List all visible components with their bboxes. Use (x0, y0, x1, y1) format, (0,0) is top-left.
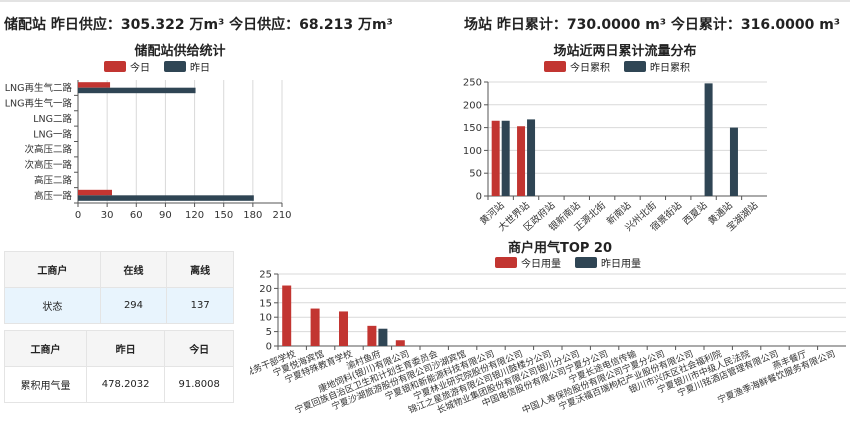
chart2-legend[interactable]: 今日累积 昨日累积 (544, 59, 690, 74)
y-tick-label: 0 (476, 192, 482, 203)
table-header: 离线 (166, 251, 234, 288)
y-tick-label: 200 (463, 100, 482, 111)
legend-swatch-yesterday-use (575, 257, 597, 268)
bar-yesterday (704, 83, 713, 196)
bar-yesterday (501, 120, 510, 196)
table-cell: 478.2032 (85, 366, 166, 403)
bar-today (517, 126, 526, 196)
legend-swatch-yesterday-cum (624, 61, 646, 72)
bar-today (310, 308, 320, 346)
bar-today (367, 325, 377, 346)
table-header: 昨日 (85, 330, 166, 367)
y-tick-label: 15 (259, 298, 272, 309)
y-tick-label: 150 (463, 123, 482, 134)
y-tick-label: LNG一路 (33, 128, 72, 140)
y-tick-label: 0 (266, 342, 272, 353)
chart2-title: 场站近两日累计流量分布 (553, 44, 697, 59)
supply-hbar-chart: 0 30 60 90 120 150 180 210 高压一路 高压二路 次高压一路 次高压二路 LNG… (5, 80, 292, 221)
legend-label-today: 今日 (130, 63, 150, 74)
bar-today (282, 285, 292, 346)
chart3-title: 商户用气TOP 20 (507, 241, 613, 256)
legend-swatch-yesterday (164, 61, 186, 72)
y-tick-label: 25 (259, 270, 272, 281)
legend-item-today-use[interactable]: 今日用量 (495, 255, 561, 270)
bar-yesterday (78, 195, 254, 201)
legend-item-yesterday-use[interactable]: 昨日用量 (575, 255, 641, 270)
bar-yesterday (527, 119, 536, 196)
table-header: 今日 (164, 330, 234, 367)
table-cell: 累积用气量 (4, 366, 87, 403)
y-tick-label: 高压二路 (34, 174, 73, 186)
legend-swatch-today-use (495, 257, 517, 268)
table-cell: 状态 (4, 287, 101, 324)
legend-item-today[interactable]: 今日 (104, 59, 150, 74)
x-tick-label: 30 (101, 210, 114, 221)
legend-label-yesterday: 昨日 (190, 63, 210, 74)
legend-item-yesterday[interactable]: 昨日 (164, 59, 210, 74)
x-tick-label: 90 (159, 210, 172, 221)
supply-summary-header: 储配站 昨日供应：305.322 万m³ 今日供应：68.213 万m³ (4, 17, 393, 33)
table-header: 工商户 (4, 251, 101, 288)
table-cell: 294 (99, 287, 168, 324)
bar-today (339, 311, 348, 346)
legend-label-today-cum: 今日累积 (570, 63, 610, 74)
y-tick-label: 20 (259, 284, 272, 295)
bar-yesterday (78, 87, 196, 94)
y-tick-label: LNG再生气二路 (5, 82, 73, 94)
chart1-title: 储配站供给统计 (134, 44, 226, 59)
legend-label-yesterday-cum: 昨日累积 (650, 63, 690, 74)
bar-today (78, 189, 112, 196)
y-tick-label: 次高压一路 (24, 159, 72, 171)
merchant-top20-chart: 0510152025..税务干部学校宁夏悦海宾馆宁夏特殊教育学校渝村鱼府康地饲料… (250, 270, 846, 416)
legend-label-yesterday-use: 昨日用量 (601, 259, 641, 270)
bar-today (395, 340, 405, 346)
legend-label-today-use: 今日用量 (521, 259, 561, 270)
bar-yesterday (729, 127, 738, 196)
x-tick-label: 150 (214, 210, 233, 221)
legend-item-yesterday-cum[interactable]: 昨日累积 (624, 59, 690, 74)
y-tick-label: 10 (259, 313, 272, 324)
y-tick-label: 高压一路 (34, 190, 73, 202)
y-tick-label: 50 (469, 169, 482, 180)
x-tick-label: 210 (272, 210, 291, 221)
legend-swatch-today (104, 61, 126, 72)
y-tick-label: 100 (463, 146, 482, 157)
x-tick-label: 180 (243, 210, 262, 221)
chart1-legend[interactable]: 今日 昨日 (104, 59, 210, 74)
legend-swatch-today-cum (544, 61, 566, 72)
chart3-legend[interactable]: 今日用量 昨日用量 (495, 255, 641, 270)
station-summary-header: 场站 昨日累计：730.0000 m³ 今日累计：316.0000 m³ (464, 17, 840, 33)
merchant-usage-table: 工商户 昨日 今日 累积用气量 478.2032 91.8008 (4, 330, 234, 403)
station-bar-chart: 050100150200250黄河站大世界站区政府站银新南站正源北街新南站兴州北… (463, 78, 767, 234)
bar-yesterday (378, 328, 388, 346)
bar-today (78, 82, 111, 88)
x-tick-label: 西夏站 (680, 199, 710, 227)
x-tick-label: 0 (75, 210, 81, 221)
x-tick-label: 120 (185, 210, 204, 221)
x-tick-label: 60 (130, 210, 143, 221)
table-header: 工商户 (4, 330, 87, 367)
legend-item-today-cum[interactable]: 今日累积 (544, 59, 610, 74)
y-tick-label: 5 (266, 327, 272, 338)
y-tick-label: 次高压二路 (24, 144, 72, 156)
merchant-status-table: 工商户 在线 离线 状态 294 137 (4, 251, 234, 324)
y-tick-label: LNG再生气一路 (5, 98, 73, 110)
y-tick-label: LNG二路 (33, 113, 72, 125)
bar-today (491, 120, 500, 196)
top-divider (0, 0, 850, 2)
table-header: 在线 (99, 251, 168, 288)
table-cell: 137 (166, 287, 234, 324)
y-tick-label: 250 (463, 78, 482, 89)
table-cell: 91.8008 (164, 366, 234, 403)
